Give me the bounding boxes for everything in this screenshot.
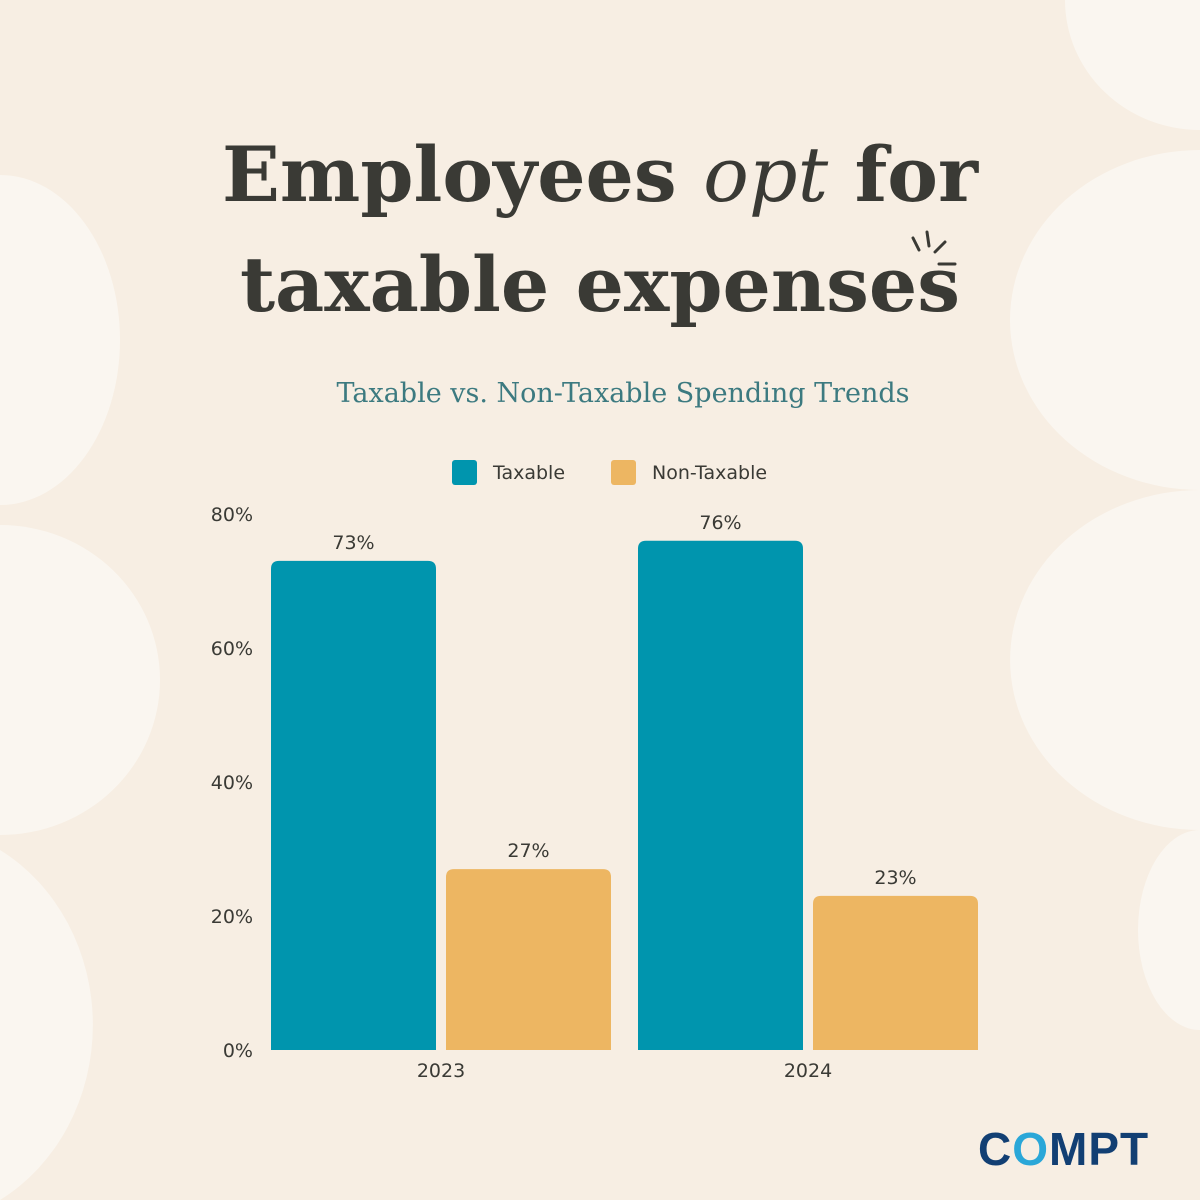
bar-taxable-2023	[271, 560, 436, 1050]
y-tick-label: 40%	[211, 772, 253, 794]
x-tick-label: 2024	[784, 1060, 832, 1082]
background-blob	[1010, 490, 1200, 830]
data-label: 27%	[507, 840, 549, 862]
bar-taxable-2024	[638, 540, 803, 1050]
background-blob	[1138, 830, 1200, 1030]
data-label: 73%	[332, 532, 374, 554]
title-word-opt: opt	[703, 130, 829, 219]
chart-title: Taxable vs. Non-Taxable Spending Trends	[336, 378, 910, 409]
sparkle-icon	[911, 230, 957, 266]
legend-label: Taxable	[493, 461, 566, 484]
legend-swatch	[452, 460, 477, 485]
data-label: 76%	[699, 512, 741, 534]
title-word: Employees	[221, 130, 677, 219]
page-title: Employees opt for taxable expenses	[0, 120, 1200, 340]
y-tick-label: 80%	[211, 504, 253, 526]
x-tick-label: 2023	[417, 1060, 465, 1082]
background-blob	[0, 525, 160, 835]
bar-non-taxable-2023	[446, 869, 611, 1050]
compt-logo: COMPT	[978, 1123, 1150, 1175]
background-blob	[0, 175, 120, 505]
legend-swatch	[611, 460, 637, 485]
legend-label: Non-Taxable	[652, 461, 768, 484]
title-word: for	[854, 130, 979, 219]
title-line-2: taxable expenses	[239, 240, 961, 329]
background-blob	[0, 850, 93, 1200]
chart-legend: Taxable Non-Taxable	[452, 460, 767, 485]
legend-item-non-taxable: Non-Taxable	[611, 460, 767, 485]
data-label: 23%	[874, 867, 916, 889]
y-tick-label: 0%	[223, 1040, 253, 1062]
background-blob	[1065, 0, 1200, 130]
background-blob	[1010, 150, 1200, 490]
legend-item-taxable: Taxable	[452, 460, 565, 485]
bar-non-taxable-2024	[813, 895, 978, 1050]
y-tick-label: 60%	[211, 638, 253, 660]
y-tick-label: 20%	[211, 906, 253, 928]
